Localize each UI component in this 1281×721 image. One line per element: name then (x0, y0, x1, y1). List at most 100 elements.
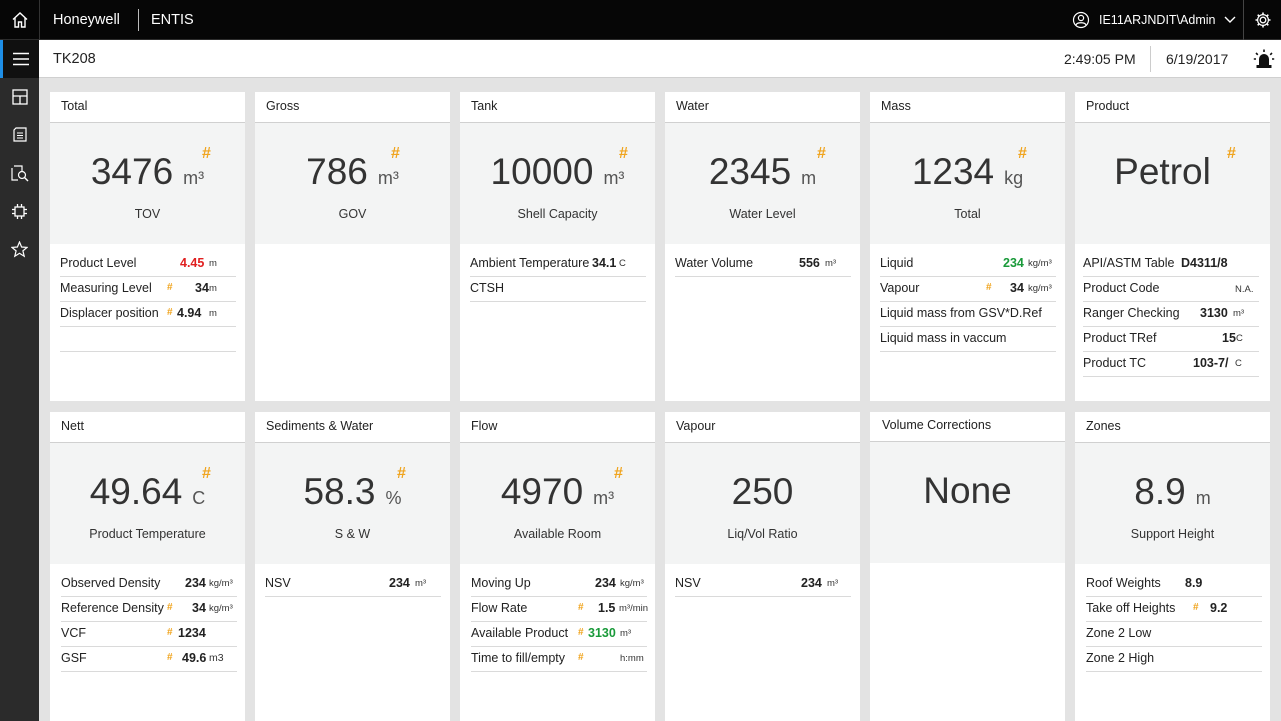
list-item: Product Code N.A. (1083, 277, 1259, 302)
brand-logo: Honeywell (53, 12, 120, 28)
row-label: NSV (675, 576, 701, 590)
row-value: N.A. (1235, 284, 1254, 295)
hero-label: Water Level (729, 207, 796, 221)
hero-panel: 250 Liq/Vol Ratio (665, 442, 860, 564)
row-value: 556 (799, 256, 820, 270)
row-value: 4.45 (180, 256, 205, 270)
row-value: 34.1 (592, 256, 617, 270)
hero-number: 8.9 (1134, 471, 1186, 512)
list-item: Ranger Checking 3130 m³ (1083, 302, 1259, 327)
row-value: 234 (185, 576, 206, 590)
user-icon (1072, 11, 1090, 29)
sidebar-item-menu[interactable] (0, 40, 39, 78)
hero-panel: 2345 m # Water Level (665, 122, 860, 244)
settings-button[interactable] (1243, 0, 1281, 40)
alarm-button[interactable] (1251, 46, 1277, 72)
hero-panel: None (870, 441, 1065, 563)
row-value: D4311/8 (1181, 256, 1228, 270)
list-item: Zone 2 High (1086, 647, 1262, 672)
list-item: CTSH (470, 277, 646, 302)
hero-value: 3476 m³ (50, 151, 245, 193)
hash-marker: # (578, 652, 584, 663)
detail-rows: Product Level 4.45 m Measuring Level #34 m D… (60, 252, 236, 352)
hero-number: 10000 (490, 151, 594, 192)
card-water: Water 2345 m # Water Level Water Volume 55… (665, 92, 860, 401)
row-label: Vapour (880, 281, 920, 295)
hero-label: S & W (334, 527, 371, 541)
row-unit: m³ (825, 258, 837, 269)
hash-marker: # (167, 602, 173, 613)
hero-value: Petrol (1114, 151, 1211, 192)
hero-panel: Petrol # (1075, 122, 1270, 244)
card-sediments-water: Sediments & Water 58.3% # S & W NSV 234 m³ (255, 412, 450, 721)
row-value: 34 (195, 281, 209, 295)
card-title: Water (676, 99, 709, 113)
sidebar-item-dashboard[interactable] (0, 78, 39, 116)
row-unit: kg/m³ (209, 578, 233, 589)
card-title: Volume Corrections (882, 418, 992, 432)
hero-value: 8.9 m (1075, 471, 1270, 513)
hero-panel: 8.9 m Support Height (1075, 442, 1270, 564)
hero-label: Liq/Vol Ratio (727, 527, 798, 541)
row-unit: kg/m³ (1028, 258, 1052, 269)
hero-panel: 10000 m³ # Shell Capacity (460, 122, 655, 244)
detail-rows: NSV 234 m³ (675, 572, 851, 597)
row-value: 49.6 (182, 651, 207, 665)
user-menu[interactable]: IE11ARJNDIT\Admin (1072, 0, 1236, 40)
row-unit: m (209, 258, 217, 269)
row-value: 234 (1003, 256, 1024, 270)
hero-panel: 49.64 C # Product Temperature (50, 442, 245, 564)
row-label: Liquid (880, 256, 914, 270)
card-nett: Nett 49.64 C # Product Temperature Observ… (50, 412, 245, 721)
hero-panel: 4970 m³ # Available Room (460, 442, 655, 564)
card-total: Total 3476 m³ # TOV Product Level 4.45 m Me… (50, 92, 245, 401)
list-item: NSV 234 m³ (265, 572, 441, 597)
hero-number: 4970 (500, 471, 584, 512)
row-unit: C (619, 258, 626, 269)
row-unit: kg/m³ (209, 603, 233, 614)
row-value: 1234 (178, 626, 206, 640)
hero-label: TOV (134, 207, 161, 221)
row-label: GSF (61, 651, 87, 665)
card-title: Zones (1086, 419, 1121, 433)
home-button[interactable] (0, 0, 40, 40)
detail-rows: Water Volume 556 m³ (675, 252, 851, 277)
hero-label: Total (954, 207, 981, 221)
hero-unit: m³ (593, 488, 615, 508)
hero-value: 10000 m³ (460, 151, 655, 193)
sidebar-item-reports[interactable] (0, 154, 39, 192)
list-item: Zone 2 Low (1086, 622, 1262, 647)
hero-label: Available Room (513, 527, 602, 541)
top-bar: Honeywell ENTIS IE11ARJNDIT\Admin (0, 0, 1281, 40)
row-value: 34 (1010, 281, 1024, 295)
card-title: Product (1086, 99, 1130, 113)
row-label: Water Volume (675, 256, 754, 270)
row-label: Flow Rate (471, 601, 528, 615)
hero-unit: m³ (377, 168, 399, 188)
card-title: Total (61, 99, 88, 113)
hash-marker: # (1018, 145, 1027, 162)
app-title: ENTIS (151, 12, 194, 28)
list-item: Displacer position #4.94 m (60, 302, 236, 327)
sidebar-item-favorites[interactable] (0, 230, 39, 268)
list-item: Flow Rate #1.5 m³/min (471, 597, 648, 622)
row-unit: C (1235, 358, 1242, 369)
row-label: Product Code (1083, 281, 1160, 295)
hero-unit: % (385, 488, 402, 508)
list-item: NSV 234 m³ (675, 572, 851, 597)
row-unit: kg/m³ (1028, 283, 1052, 294)
row-label: Available Product (471, 626, 569, 640)
sidebar-item-documents[interactable] (0, 116, 39, 154)
row-unit: C (1236, 333, 1243, 344)
hash-marker: # (202, 145, 211, 162)
hash-marker: # (202, 465, 211, 482)
card-tank: Tank 10000 m³ # Shell Capacity Ambient Te… (460, 92, 655, 401)
sidebar-item-network[interactable] (0, 192, 39, 230)
dashboard-icon (11, 89, 28, 105)
list-item: Observed Density 234 kg/m³ (61, 572, 237, 597)
search-report-icon (10, 164, 28, 181)
hash-marker: # (1227, 145, 1236, 162)
row-unit: h:mm (620, 653, 644, 664)
card-vapour: Vapour 250 Liq/Vol Ratio NSV 234 m³ (665, 412, 860, 721)
card-title: Sediments & Water (266, 419, 374, 433)
